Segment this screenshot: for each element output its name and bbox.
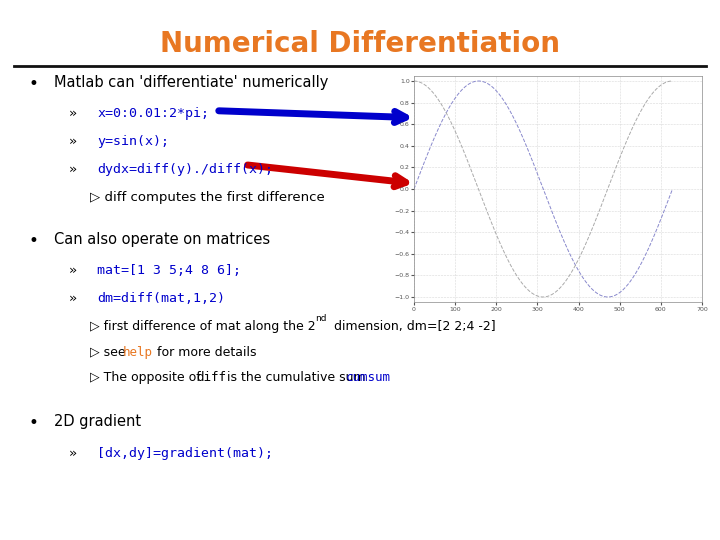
Text: ▷ first difference of mat along the 2: ▷ first difference of mat along the 2	[90, 320, 315, 333]
Text: nd: nd	[315, 314, 327, 323]
Text: diff: diff	[197, 371, 227, 384]
Text: dm=diff(mat,1,2): dm=diff(mat,1,2)	[97, 292, 225, 305]
Text: dydx=diff(y)./diff(x);: dydx=diff(y)./diff(x);	[97, 163, 273, 176]
Text: Matlab can 'differentiate' numerically: Matlab can 'differentiate' numerically	[54, 75, 328, 90]
Text: y=sin(x);: y=sin(x);	[97, 135, 169, 148]
Text: »: »	[68, 135, 76, 148]
Text: Can also operate on matrices: Can also operate on matrices	[54, 232, 270, 247]
Text: ▷ The opposite of: ▷ The opposite of	[90, 371, 204, 384]
Text: ▷ diff computes the first difference: ▷ diff computes the first difference	[90, 191, 325, 204]
Text: Numerical Differentiation: Numerical Differentiation	[160, 30, 560, 58]
Text: for more details: for more details	[153, 346, 257, 359]
Text: is the cumulative sum: is the cumulative sum	[223, 371, 370, 384]
Text: •: •	[29, 232, 39, 249]
Text: »: »	[68, 292, 76, 305]
Text: help: help	[123, 346, 153, 359]
Text: ▷ see: ▷ see	[90, 346, 130, 359]
Text: »: »	[68, 447, 76, 460]
Text: »: »	[68, 163, 76, 176]
Text: [dx,dy]=gradient(mat);: [dx,dy]=gradient(mat);	[97, 447, 273, 460]
FancyArrowPatch shape	[248, 165, 405, 187]
Text: x=0:0.01:2*pi;: x=0:0.01:2*pi;	[97, 107, 210, 120]
Text: dimension, dm=[2 2;4 -2]: dimension, dm=[2 2;4 -2]	[330, 320, 495, 333]
Text: 2D gradient: 2D gradient	[54, 414, 141, 429]
Text: •: •	[29, 75, 39, 92]
Text: •: •	[29, 414, 39, 432]
Text: »: »	[68, 107, 76, 120]
Text: cumsum: cumsum	[346, 371, 390, 384]
FancyArrowPatch shape	[219, 111, 405, 123]
Text: mat=[1 3 5;4 8 6];: mat=[1 3 5;4 8 6];	[97, 264, 241, 277]
Text: »: »	[68, 264, 76, 277]
